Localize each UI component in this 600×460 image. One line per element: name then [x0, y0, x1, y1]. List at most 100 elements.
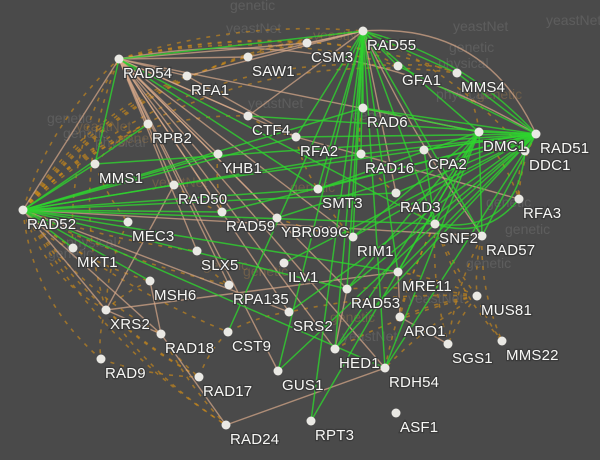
network-node-RAD54[interactable]: [114, 54, 124, 64]
edge-tan-solid: [105, 184, 175, 311]
node-label-SNF2: SNF2: [439, 230, 478, 247]
node-label-SLX5: SLX5: [201, 257, 239, 274]
network-node-RAD50[interactable]: [169, 180, 179, 190]
watermark-text: yeastNet: [453, 18, 508, 34]
network-node-SMT3[interactable]: [313, 184, 323, 194]
network-node-RPT3[interactable]: [306, 416, 316, 426]
network-node-YBR099C[interactable]: [272, 213, 282, 223]
edge-green-solid: [317, 131, 480, 190]
network-node-RAD18[interactable]: [156, 329, 166, 339]
network-node-RAD6[interactable]: [358, 103, 368, 113]
edge-green-solid: [221, 133, 537, 213]
network-node-CST9[interactable]: [223, 327, 233, 337]
network-node-RAD52[interactable]: [18, 205, 28, 215]
network-node-MSH6[interactable]: [145, 276, 155, 286]
edge-tan-solid: [186, 75, 297, 138]
network-node-RAD57[interactable]: [477, 231, 487, 241]
edge-gold-dashed: [22, 209, 74, 249]
network-node-ILV1[interactable]: [279, 258, 289, 268]
network-node-SAW1[interactable]: [243, 52, 253, 62]
network-node-RDH54[interactable]: [380, 363, 390, 373]
edge-gold-dashed: [118, 44, 399, 67]
network-node-RFA1[interactable]: [182, 71, 192, 81]
network-node-GUS1[interactable]: [273, 366, 283, 376]
network-node-RAD16[interactable]: [356, 149, 366, 159]
edge-gold-dashed: [447, 235, 483, 345]
node-label-YBR099C: YBR099C: [281, 224, 349, 241]
edge-green-solid: [362, 30, 483, 237]
edge-tan-solid: [118, 58, 354, 238]
network-node-MUS81[interactable]: [472, 291, 482, 301]
network-node-RIM1[interactable]: [348, 232, 358, 242]
network-node-SNF2[interactable]: [430, 219, 440, 229]
node-label-MKT1: MKT1: [77, 254, 118, 271]
edge-gold-dashed: [216, 153, 223, 213]
edge-gold-dashed: [295, 136, 319, 190]
node-label-RAD54: RAD54: [123, 65, 172, 82]
network-node-MMS22[interactable]: [497, 336, 507, 346]
network-node-SLX5[interactable]: [192, 246, 202, 256]
network-node-GFA1[interactable]: [393, 61, 403, 71]
node-label-SAW1: SAW1: [252, 63, 295, 80]
node-label-CST9: CST9: [232, 338, 271, 355]
edge-green-solid: [247, 115, 537, 135]
network-node-RPB2[interactable]: [143, 119, 153, 129]
edge-gold-dashed: [118, 39, 458, 74]
network-node-XRS2[interactable]: [101, 305, 111, 315]
edge-green-solid: [346, 131, 480, 290]
network-node-RAD9[interactable]: [96, 354, 106, 364]
node-label-MRE11: MRE11: [402, 278, 452, 295]
network-node-CTF4[interactable]: [243, 111, 253, 121]
edge-green-solid: [295, 30, 364, 138]
network-node-MMS4[interactable]: [452, 68, 462, 78]
edge-gold-dashed: [384, 295, 478, 369]
network-node-RAD53[interactable]: [342, 284, 352, 294]
network-node-ARO1[interactable]: [395, 312, 405, 322]
network-node-RFA3[interactable]: [514, 194, 524, 204]
edge-green-solid: [384, 133, 537, 369]
network-node-ASF1[interactable]: [391, 408, 401, 418]
network-node-MEC3[interactable]: [123, 217, 133, 227]
network-node-MKT1[interactable]: [68, 243, 78, 253]
edge-tan-solid: [118, 58, 279, 372]
network-node-YHB1[interactable]: [213, 149, 223, 159]
node-label-RAD52: RAD52: [27, 216, 76, 233]
network-node-SRS2[interactable]: [284, 307, 294, 317]
edge-gold-dashed: [160, 333, 200, 378]
network-node-RFA2[interactable]: [291, 132, 301, 142]
network-node-RAD55[interactable]: [358, 26, 368, 36]
network-node-MMS1[interactable]: [90, 159, 100, 169]
network-node-CSM3[interactable]: [302, 38, 312, 48]
edge-green-solid: [22, 123, 149, 211]
watermark-text: genetic: [290, 179, 335, 195]
node-label-RAD9: RAD9: [105, 365, 146, 382]
edge-green-solid: [118, 58, 319, 190]
network-node-SGS1[interactable]: [443, 339, 453, 349]
network-node-RAD59[interactable]: [217, 207, 227, 217]
watermark-text: yeastNet: [226, 20, 281, 36]
edge-gold-dashed: [22, 209, 102, 360]
watermark-text: genetic: [203, 257, 248, 273]
node-label-RAD17: RAD17: [203, 383, 252, 400]
edge-gold-dashed: [160, 333, 227, 426]
edge-green-solid: [362, 30, 436, 225]
network-node-RAD24[interactable]: [221, 420, 231, 430]
edge-green-solid: [334, 131, 480, 350]
network-node-MRE11[interactable]: [393, 267, 403, 277]
edge-tan-solid: [22, 58, 120, 211]
network-node-RAD3[interactable]: [391, 188, 401, 198]
edge-gold-dashed: [475, 235, 483, 297]
network-node-DMC1[interactable]: [474, 127, 484, 137]
network-node-CPA2[interactable]: [419, 145, 429, 155]
node-label-RAD18: RAD18: [165, 340, 214, 357]
network-node-DDC1[interactable]: [520, 146, 530, 156]
edge-tan-solid: [118, 58, 290, 313]
edge-green-solid: [22, 136, 297, 211]
edge-tan-solid: [118, 56, 249, 60]
network-node-RAD17[interactable]: [194, 372, 204, 382]
network-node-RAD51[interactable]: [531, 129, 541, 139]
network-node-RPA135[interactable]: [224, 280, 234, 290]
network-node-HED1[interactable]: [330, 344, 340, 354]
